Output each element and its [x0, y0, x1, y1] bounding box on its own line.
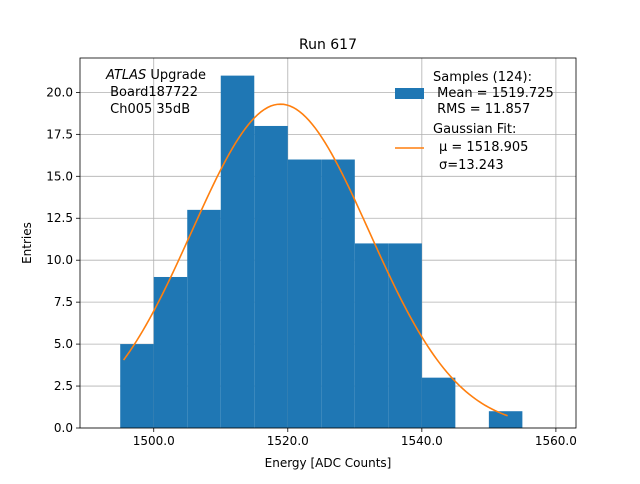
legend-fit-mu: μ = 1518.905 — [439, 140, 528, 155]
axes-frame — [79, 57, 577, 429]
y-tick-label-8: 20.0 — [46, 85, 73, 99]
y-tick-label-6: 15.0 — [46, 169, 73, 183]
x-ticks: 1500.0 1520.0 1540.0 1560.0 — [133, 428, 577, 448]
legend-fit-sigma: σ=13.243 — [439, 158, 504, 173]
plot-annotation: ATLAS Upgrade Board187722 Ch005 35dB — [105, 68, 206, 117]
x-tick-label-2: 1540.0 — [401, 434, 443, 448]
legend-samples-mean: Mean = 1519.725 — [433, 86, 554, 101]
annotation-upgrade: Upgrade — [146, 68, 206, 83]
x-axis-label: Energy [ADC Counts] — [265, 456, 392, 470]
x-tick-label-3: 1560.0 — [535, 434, 577, 448]
x-tick-label-1: 1520.0 — [267, 434, 309, 448]
annotation-line-2: Board187722 — [106, 85, 198, 100]
legend-samples-rms: RMS = 11.857 — [433, 102, 530, 117]
histogram-bar-1 — [153, 276, 188, 428]
annotation-line-1: ATLAS Upgrade — [105, 68, 206, 83]
annotation-atlas: ATLAS — [105, 68, 146, 83]
histogram-bar-11 — [488, 411, 523, 428]
y-tick-label-2: 5.0 — [54, 337, 73, 351]
histogram-bar-4 — [254, 125, 288, 429]
y-axis-label: Entries — [20, 222, 34, 264]
gaussian-fit-curve — [122, 103, 508, 417]
y-tick-label-1: 2.5 — [54, 379, 73, 393]
gaussian-fit — [122, 103, 508, 417]
histogram-bar-6 — [321, 159, 355, 428]
legend-fit-title: Gaussian Fit: — [433, 122, 516, 137]
y-tick-label-0: 0.0 — [54, 421, 73, 435]
y-tick-label-5: 12.5 — [46, 211, 73, 225]
y-tick-label-4: 10.0 — [46, 253, 73, 267]
legend-bar-swatch — [395, 88, 424, 99]
chart-title: Run 617 — [299, 37, 357, 53]
legend-samples-title: Samples (124): — [433, 70, 532, 85]
y-ticks: 0.0 2.5 5.0 7.5 10.0 12.5 15.0 17.5 20.0 — [46, 85, 80, 435]
annotation-line-3: Ch005 35dB — [106, 102, 190, 117]
x-tick-label-0: 1500.0 — [133, 434, 175, 448]
histogram-bar-2 — [187, 209, 221, 428]
y-tick-label-3: 7.5 — [54, 295, 73, 309]
histogram-bar-7 — [354, 243, 389, 428]
histogram-bar-9 — [421, 377, 456, 428]
histogram-bar-3 — [220, 75, 255, 428]
histogram-bar-8 — [388, 243, 422, 428]
y-tick-label-7: 17.5 — [46, 127, 73, 141]
histogram-bars — [120, 75, 523, 429]
legend: Samples (124): Mean = 1519.725 RMS = 11.… — [395, 70, 554, 173]
histogram-bar-5 — [287, 159, 322, 428]
